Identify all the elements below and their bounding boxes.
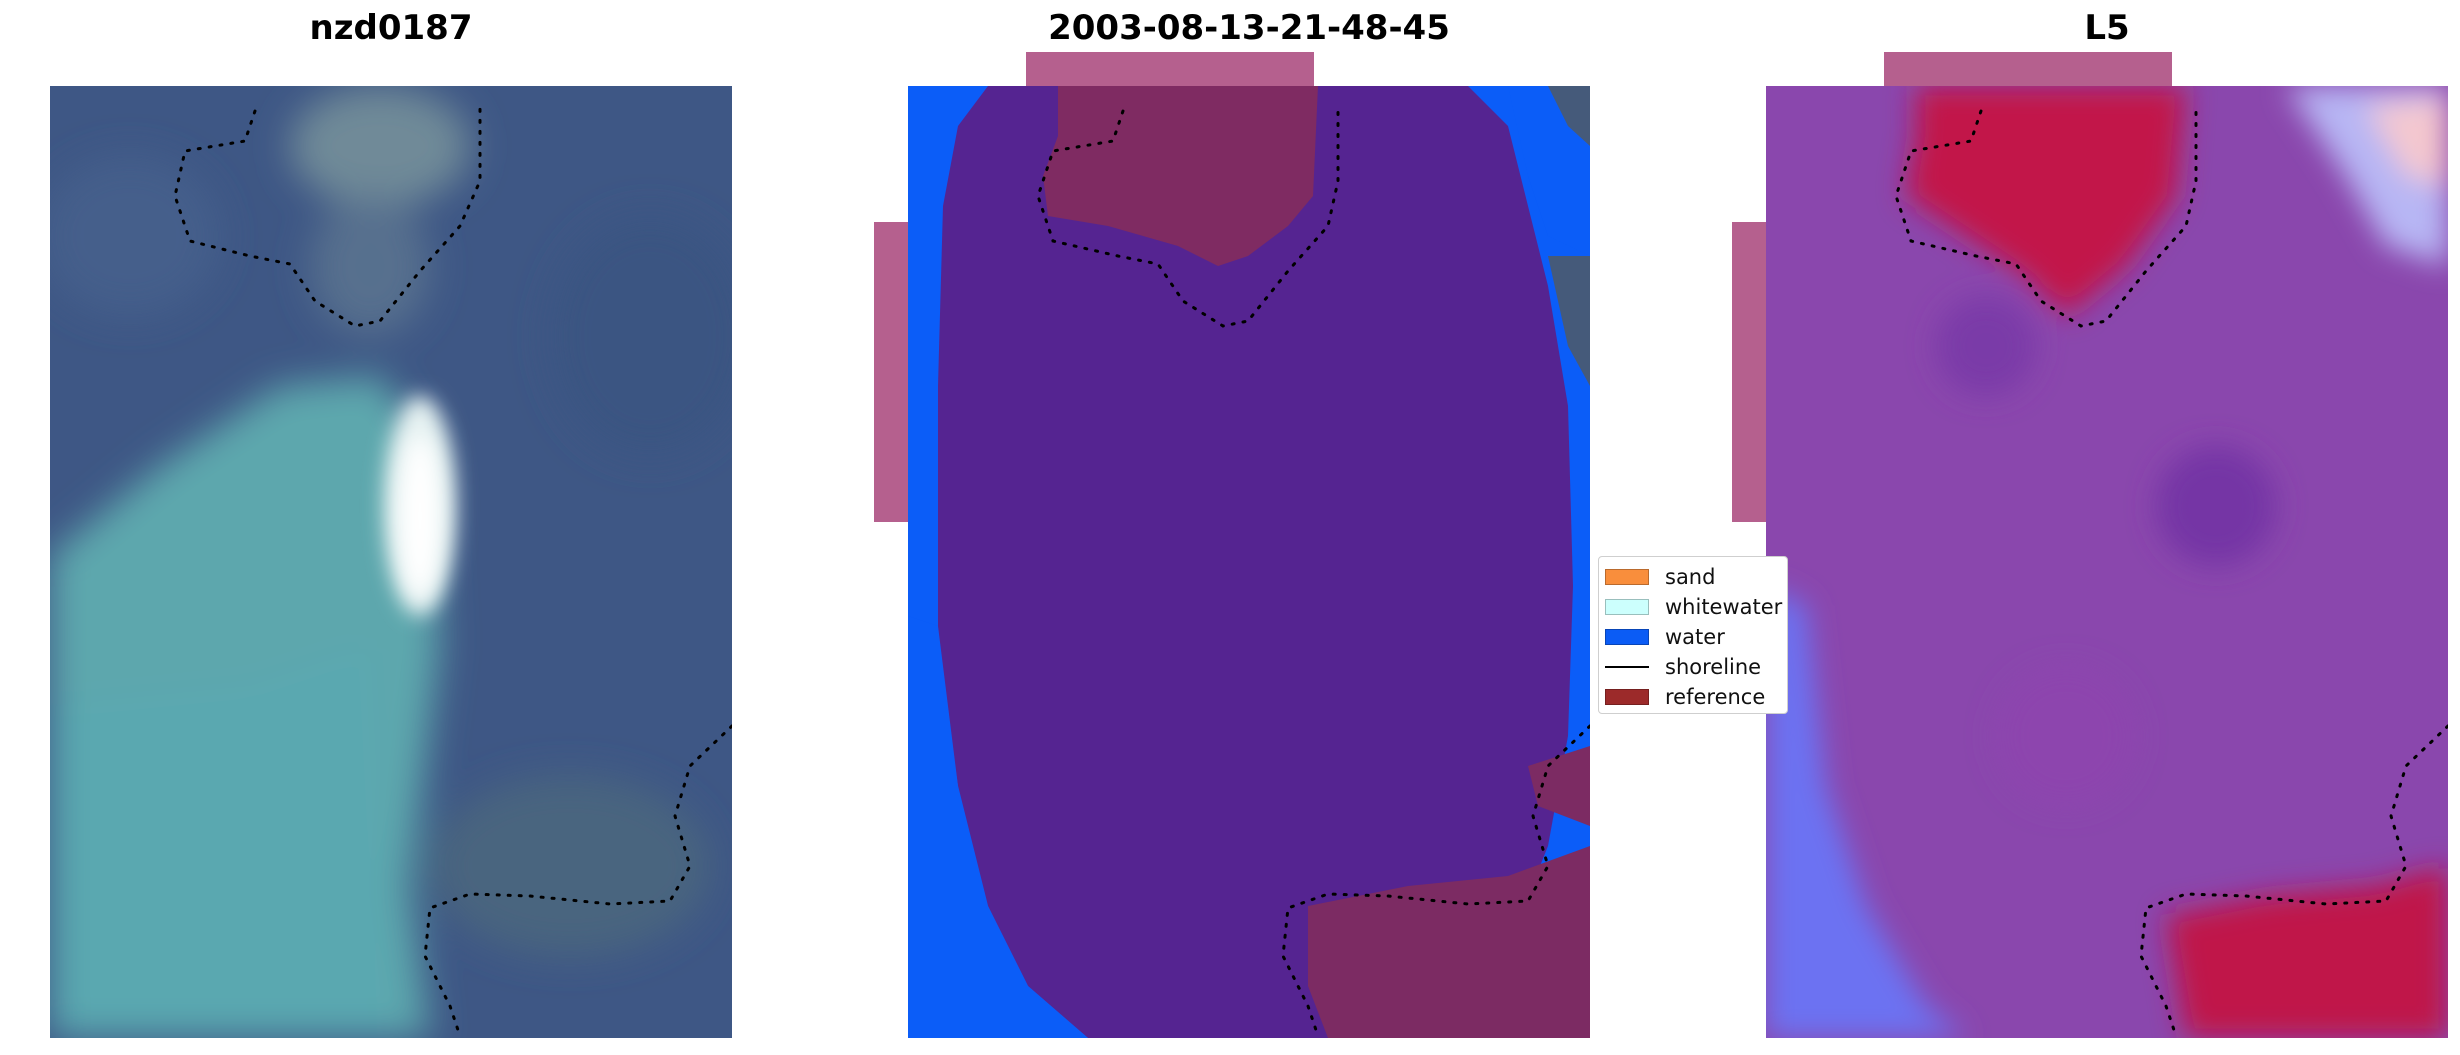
legend-swatch-water — [1605, 629, 1649, 645]
panel-title-rgb: nzd0187 — [309, 8, 473, 48]
shoreline-top-2 — [1036, 104, 1340, 328]
shoreline-bottom-3 — [2139, 724, 2448, 1038]
index-panel — [1766, 86, 2448, 1038]
shoreline-bottom — [423, 724, 732, 1038]
legend-label-water: water — [1665, 625, 1725, 649]
rgb-image — [50, 86, 732, 1038]
rgb-image-panel — [50, 86, 732, 1038]
legend-swatch-whitewater — [1605, 599, 1649, 615]
classification-ref-right — [1528, 746, 1590, 826]
legend-item-water: water — [1605, 623, 1725, 651]
classification-mask-ring — [874, 52, 1624, 1052]
classification-body — [938, 86, 1573, 1038]
classification-image — [908, 86, 1590, 1038]
legend-item-reference: reference — [1605, 683, 1765, 711]
classification-edge-right — [1508, 86, 1590, 256]
shoreline-top-3 — [1894, 104, 2198, 328]
legend: sand whitewater water shoreline referenc… — [1598, 556, 1788, 714]
shoreline-bottom-2 — [1281, 724, 1590, 1038]
mask-ring-svg-2 — [1732, 52, 2172, 522]
legend-label-shoreline: shoreline — [1665, 655, 1762, 679]
legend-item-sand: sand — [1605, 563, 1715, 591]
legend-item-whitewater: whitewater — [1605, 593, 1782, 621]
index-mask-ring — [1732, 52, 2460, 1052]
classification-ref-bottom — [1308, 846, 1590, 1038]
shoreline-top — [173, 104, 482, 328]
classification-edge-gray2 — [1548, 256, 1590, 386]
panel-title-index: L5 — [2084, 8, 2130, 48]
panel-title-classification: 2003-08-13-21-48-45 — [1048, 8, 1450, 48]
mask-ring-svg — [874, 52, 1314, 522]
legend-item-shoreline: shoreline — [1605, 653, 1761, 681]
legend-label-whitewater: whitewater — [1665, 595, 1783, 619]
legend-swatch-shoreline — [1605, 666, 1649, 668]
classification-edge-gray — [1548, 86, 1590, 146]
classification-ref-top — [1043, 86, 1318, 266]
legend-swatch-reference — [1605, 689, 1649, 705]
index-image — [1766, 86, 2448, 1038]
legend-label-sand: sand — [1665, 565, 1716, 589]
classification-panel — [908, 86, 1590, 1038]
classification-water-left — [908, 616, 1088, 1038]
legend-label-reference: reference — [1665, 685, 1766, 709]
legend-swatch-sand — [1605, 569, 1649, 585]
